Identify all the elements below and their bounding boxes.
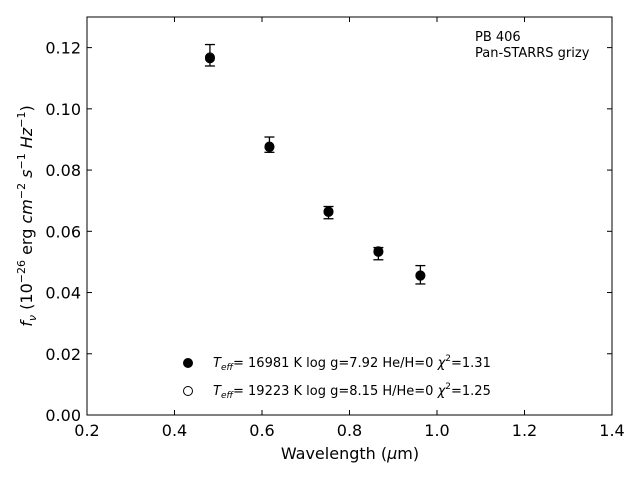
y-tick-label: 0.00: [45, 406, 81, 425]
y-tick-label: 0.04: [45, 284, 81, 303]
model-point-open: [323, 207, 334, 218]
axis-ticks: [86, 17, 613, 416]
x-tick-label: 1.4: [599, 421, 624, 440]
y-axis-title: fν (10−26 erg cm−2 s−1 Hz−1): [15, 105, 39, 326]
legend: Teff= 16981 K log g=7.92 He/H=0 χ2=1.31 …: [183, 354, 491, 401]
x-tick-label: 1.0: [424, 421, 449, 440]
x-tick-label: 1.2: [512, 421, 537, 440]
y-tick-label: 0.12: [45, 39, 81, 58]
y-tick-label: 0.02: [45, 345, 81, 364]
x-tick-label: 0.8: [337, 421, 362, 440]
data-points: [204, 52, 426, 281]
x-tick-label: 0.6: [249, 421, 274, 440]
model-point-open: [373, 246, 384, 257]
model-point-open: [264, 141, 275, 152]
x-axis-title: Wavelength (μm): [281, 444, 419, 463]
model-point-open: [204, 52, 215, 63]
legend-marker-open: [183, 386, 193, 396]
error-bars: [204, 43, 426, 285]
axis-tick-labels: 0.2 0.4 0.6 0.8 1.0 1.2 1.4 0.00 0.02 0.04 0.06 0.0…: [45, 39, 624, 440]
model-point-open: [415, 270, 426, 281]
annotation-survey-name: Pan-STARRS grizy: [475, 46, 590, 61]
legend-label-model-2: Teff= 19223 K log g=8.15 H/He=0 χ2=1.25: [213, 382, 491, 401]
legend-label-model-1: Teff= 16981 K log g=7.92 He/H=0 χ2=1.31: [213, 354, 491, 373]
y-tick-label: 0.06: [45, 222, 81, 241]
x-tick-label: 0.2: [74, 421, 99, 440]
y-tick-label: 0.08: [45, 161, 81, 180]
legend-marker-filled: [183, 358, 193, 368]
annotation-object-name: PB 406: [475, 30, 521, 45]
y-tick-label: 0.10: [45, 100, 81, 119]
x-tick-label: 0.4: [162, 421, 187, 440]
